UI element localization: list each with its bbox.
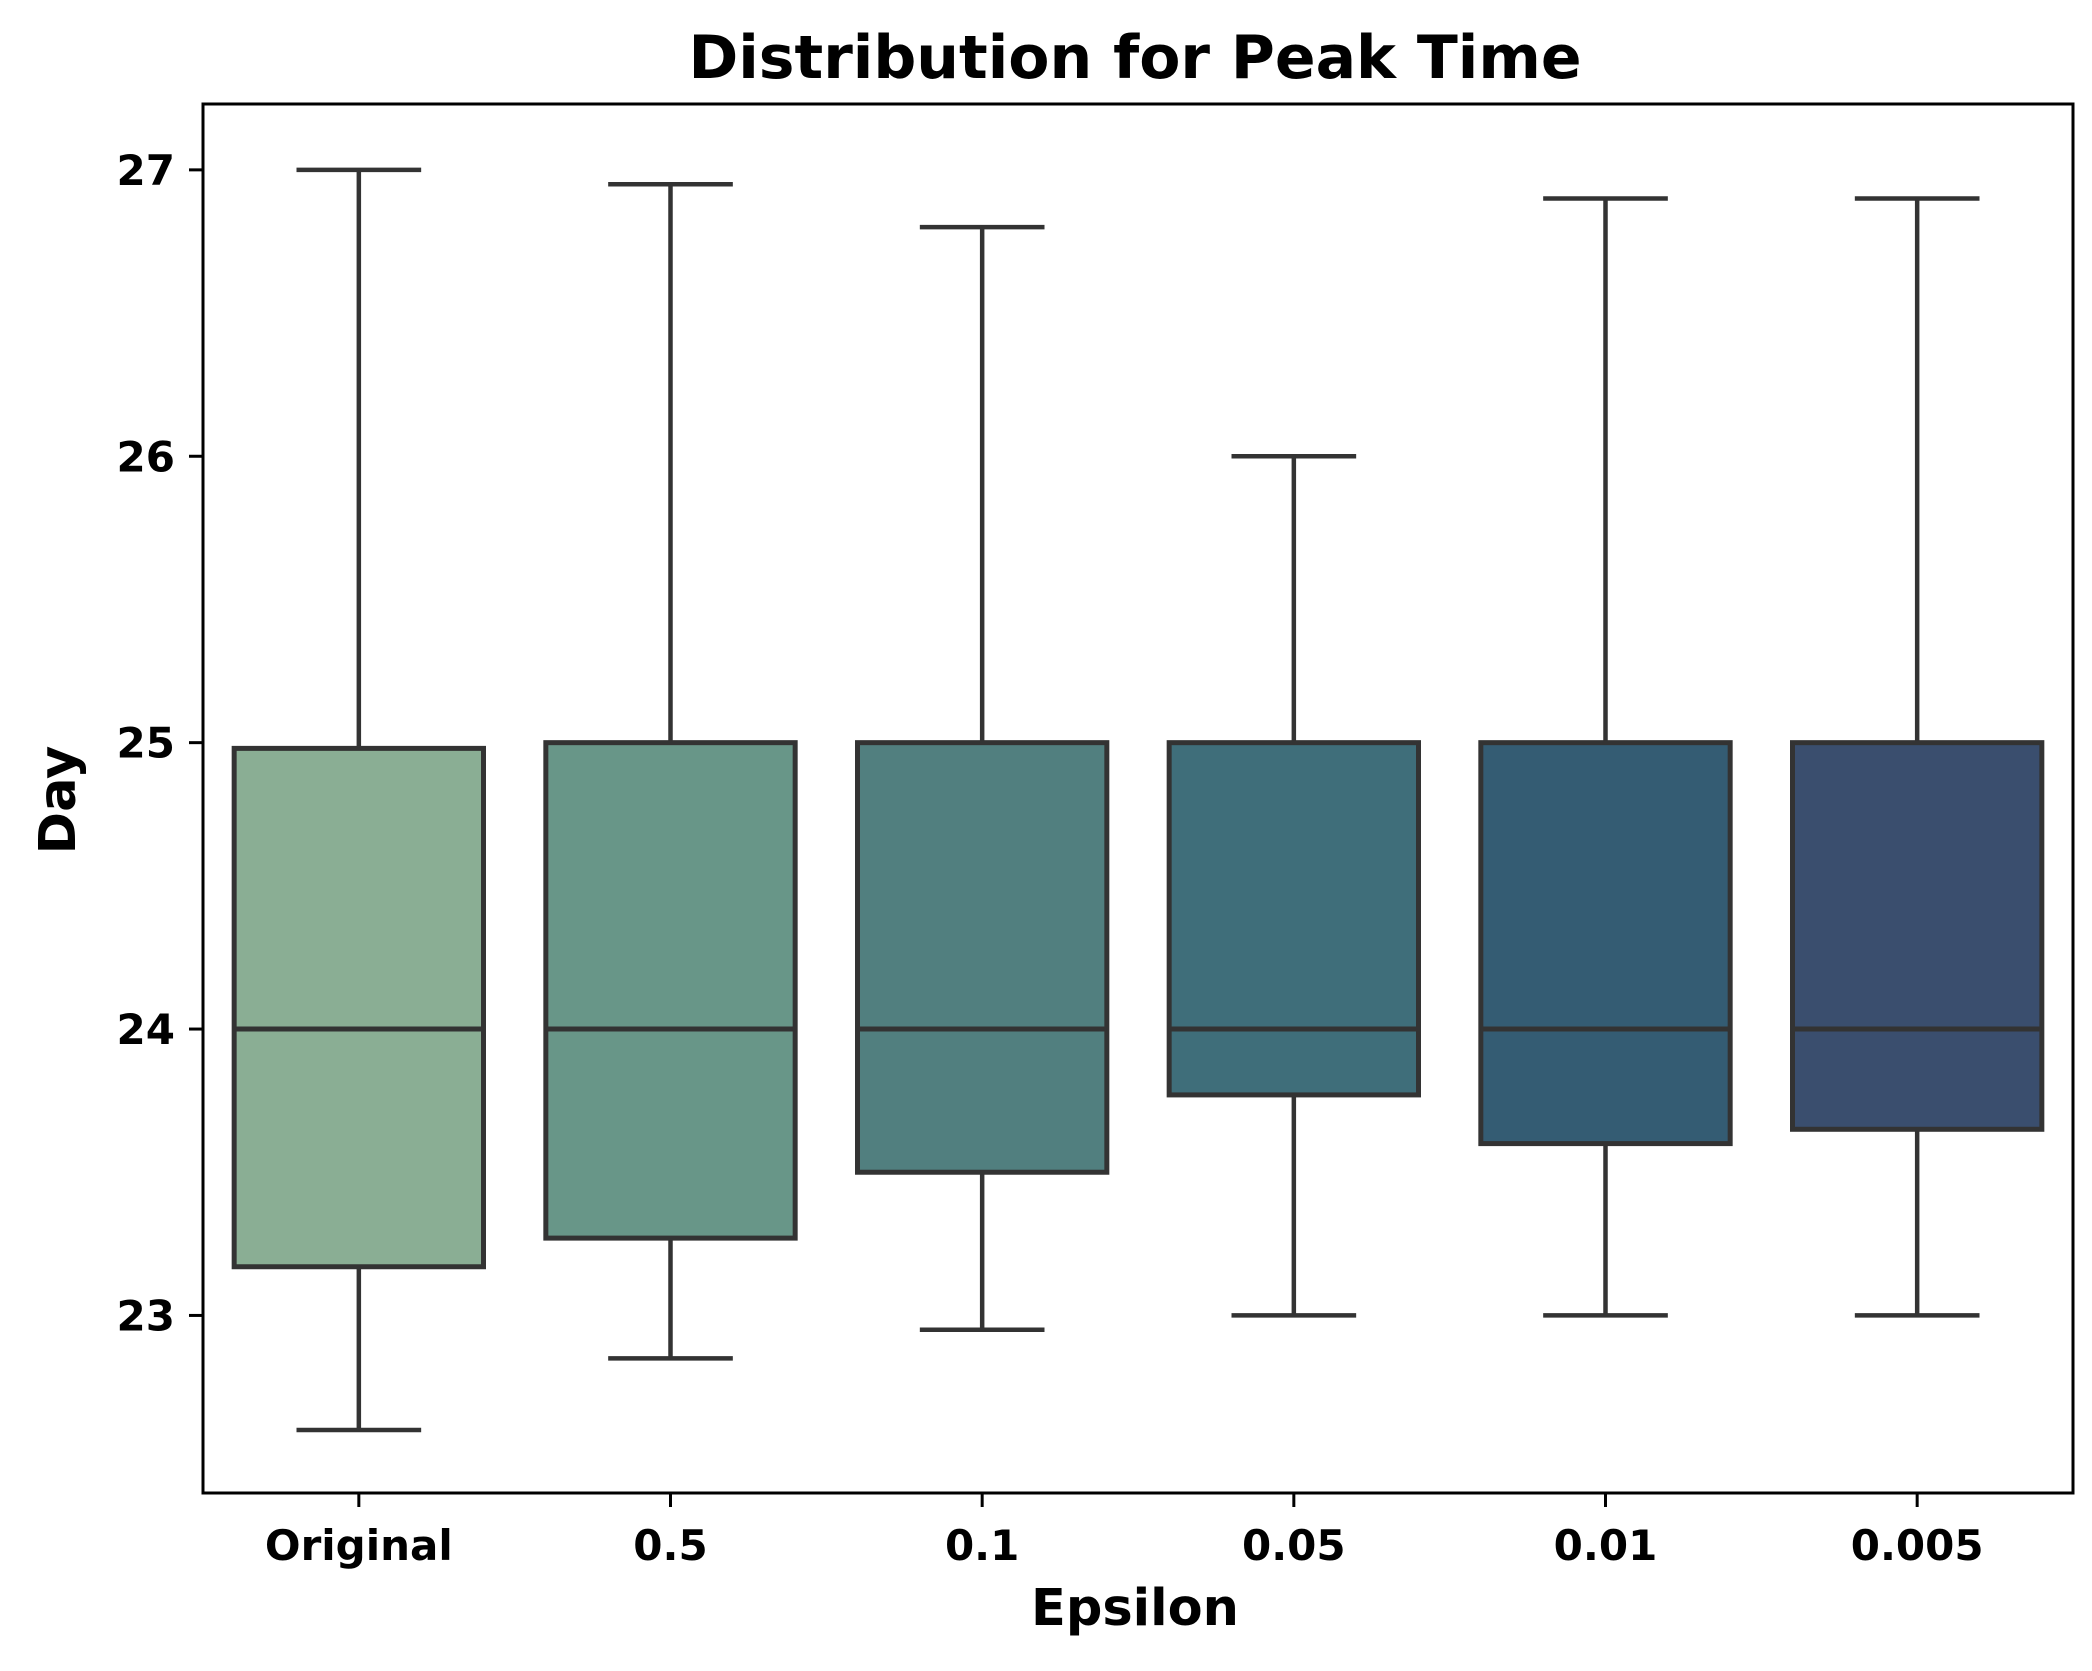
x-tick-label: 0.005 bbox=[1851, 1521, 1984, 1570]
chart-title: Distribution for Peak Time bbox=[688, 23, 1581, 93]
plot-frame bbox=[201, 102, 2075, 1495]
y-tick-label: 25 bbox=[117, 719, 175, 768]
y-tick-label: 26 bbox=[117, 432, 175, 481]
box bbox=[855, 740, 1110, 1175]
box bbox=[1790, 740, 2045, 1132]
y-tick-label: 23 bbox=[117, 1291, 175, 1340]
x-axis: Original 0.5 0.1 0.05 0.01 0.005 bbox=[265, 1493, 1984, 1570]
plot-area bbox=[231, 167, 2045, 1433]
box bbox=[231, 745, 486, 1270]
x-tick-label: 0.05 bbox=[1242, 1521, 1346, 1570]
x-tick-label: 0.01 bbox=[1554, 1521, 1658, 1570]
box bbox=[543, 740, 798, 1241]
box-group-5 bbox=[1790, 196, 2045, 1318]
box-group-0 bbox=[231, 167, 486, 1433]
y-axis-label: Day bbox=[29, 746, 88, 854]
y-tick-label: 24 bbox=[117, 1005, 175, 1054]
box-group-2 bbox=[855, 224, 1110, 1333]
box-group-3 bbox=[1166, 454, 1421, 1318]
y-tick-label: 27 bbox=[117, 146, 175, 195]
box bbox=[1478, 740, 1733, 1147]
box-group-1 bbox=[543, 181, 798, 1361]
y-axis: 23 24 25 26 27 bbox=[117, 146, 203, 1340]
x-tick-label: Original bbox=[265, 1521, 453, 1570]
x-tick-label: 0.5 bbox=[633, 1521, 707, 1570]
box bbox=[1166, 740, 1421, 1098]
box-group-4 bbox=[1478, 196, 1733, 1318]
x-tick-label: 0.1 bbox=[945, 1521, 1019, 1570]
x-axis-label: Epsilon bbox=[1031, 1579, 1239, 1638]
